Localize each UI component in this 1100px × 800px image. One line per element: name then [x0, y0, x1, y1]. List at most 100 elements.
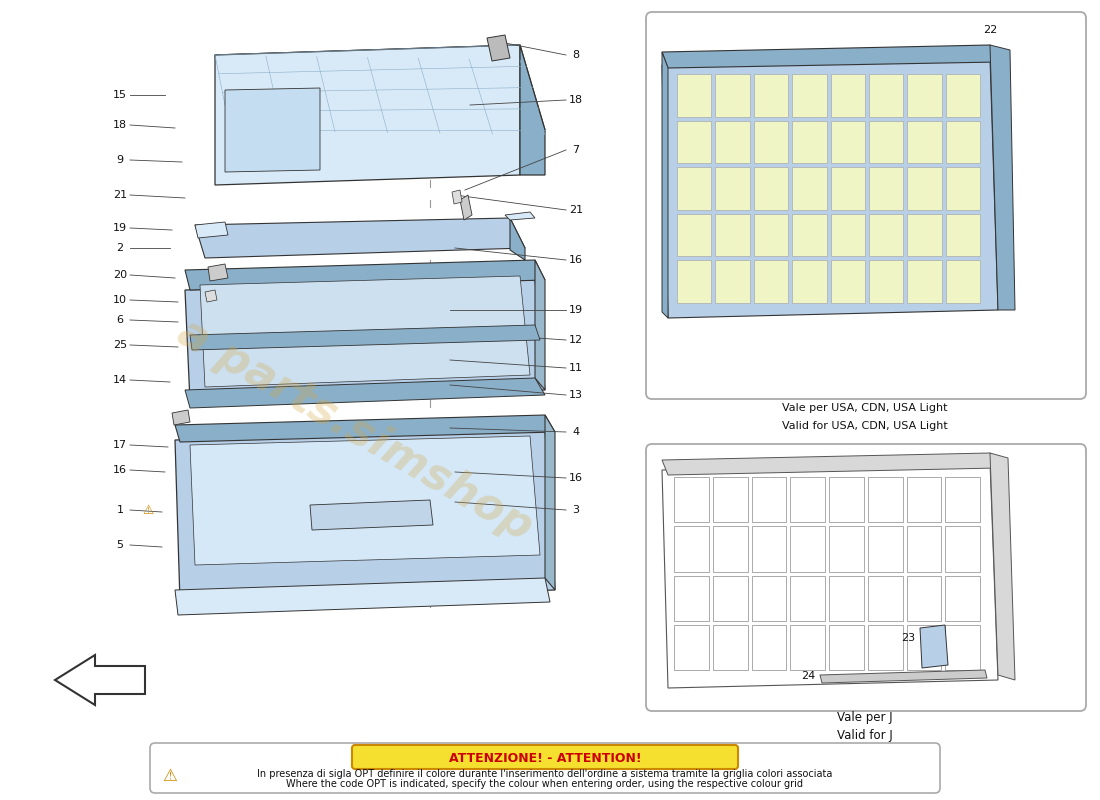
Polygon shape — [751, 526, 786, 571]
Text: 23: 23 — [901, 633, 915, 643]
Text: 7: 7 — [572, 145, 580, 155]
Polygon shape — [830, 121, 865, 163]
Polygon shape — [190, 436, 540, 565]
Text: Where the code OPT is indicated, specify the colour when entering order, using t: Where the code OPT is indicated, specify… — [286, 779, 803, 789]
Polygon shape — [520, 45, 544, 175]
Polygon shape — [945, 575, 980, 621]
Polygon shape — [310, 500, 433, 530]
Text: 6: 6 — [117, 315, 123, 325]
Polygon shape — [946, 214, 980, 257]
Polygon shape — [829, 575, 864, 621]
Polygon shape — [946, 74, 980, 117]
Polygon shape — [535, 260, 544, 390]
Polygon shape — [676, 214, 712, 257]
Polygon shape — [172, 410, 190, 425]
FancyBboxPatch shape — [352, 745, 738, 769]
Polygon shape — [754, 214, 788, 257]
Polygon shape — [190, 325, 540, 350]
Polygon shape — [829, 526, 864, 571]
Polygon shape — [945, 625, 980, 670]
Text: 10: 10 — [113, 295, 127, 305]
Text: ⚠: ⚠ — [142, 503, 154, 517]
Text: 25: 25 — [113, 340, 128, 350]
Text: 21: 21 — [113, 190, 128, 200]
Polygon shape — [676, 261, 712, 303]
Polygon shape — [674, 625, 708, 670]
Polygon shape — [715, 167, 750, 210]
Polygon shape — [790, 477, 825, 522]
Polygon shape — [906, 477, 942, 522]
Polygon shape — [713, 575, 748, 621]
Text: 3: 3 — [572, 505, 580, 515]
Text: 24: 24 — [801, 671, 815, 681]
Polygon shape — [662, 462, 998, 688]
FancyArrow shape — [55, 655, 145, 705]
Polygon shape — [715, 121, 750, 163]
FancyBboxPatch shape — [646, 12, 1086, 399]
Polygon shape — [868, 625, 902, 670]
Polygon shape — [906, 526, 942, 571]
Polygon shape — [195, 222, 228, 238]
Text: Valid for J: Valid for J — [837, 730, 893, 742]
Polygon shape — [946, 167, 980, 210]
Polygon shape — [205, 290, 217, 302]
Polygon shape — [460, 195, 472, 220]
Polygon shape — [662, 453, 998, 475]
Polygon shape — [195, 218, 525, 258]
Polygon shape — [868, 526, 902, 571]
Polygon shape — [869, 261, 903, 303]
Polygon shape — [830, 167, 865, 210]
Polygon shape — [510, 218, 525, 260]
Polygon shape — [662, 45, 998, 68]
Polygon shape — [945, 477, 980, 522]
Polygon shape — [676, 167, 712, 210]
Text: 9: 9 — [117, 155, 123, 165]
Polygon shape — [869, 214, 903, 257]
Polygon shape — [790, 526, 825, 571]
Polygon shape — [908, 121, 942, 163]
Polygon shape — [820, 670, 987, 683]
Text: 19: 19 — [569, 305, 583, 315]
Text: 18: 18 — [113, 120, 128, 130]
Text: 14: 14 — [113, 375, 128, 385]
Text: 16: 16 — [569, 473, 583, 483]
Polygon shape — [754, 121, 788, 163]
Text: 4: 4 — [572, 427, 580, 437]
Polygon shape — [906, 575, 942, 621]
Polygon shape — [754, 261, 788, 303]
Polygon shape — [214, 45, 544, 145]
Polygon shape — [713, 477, 748, 522]
Polygon shape — [715, 74, 750, 117]
Text: 13: 13 — [569, 390, 583, 400]
Text: Vale per J: Vale per J — [837, 711, 893, 725]
Polygon shape — [674, 477, 708, 522]
FancyBboxPatch shape — [150, 743, 940, 793]
Text: a parts.simshop: a parts.simshop — [169, 310, 540, 550]
Polygon shape — [830, 214, 865, 257]
Polygon shape — [713, 526, 748, 571]
Polygon shape — [829, 625, 864, 670]
Polygon shape — [674, 575, 708, 621]
Text: Vale per USA, CDN, USA Light: Vale per USA, CDN, USA Light — [782, 403, 948, 413]
Polygon shape — [869, 121, 903, 163]
Text: 15: 15 — [113, 90, 127, 100]
Polygon shape — [792, 167, 826, 210]
Text: 18: 18 — [569, 95, 583, 105]
Polygon shape — [908, 214, 942, 257]
Polygon shape — [792, 261, 826, 303]
Polygon shape — [868, 477, 902, 522]
Polygon shape — [990, 45, 1015, 310]
Polygon shape — [790, 575, 825, 621]
Polygon shape — [751, 477, 786, 522]
Polygon shape — [945, 526, 980, 571]
Polygon shape — [920, 625, 948, 668]
Polygon shape — [792, 74, 826, 117]
Polygon shape — [662, 52, 668, 318]
Polygon shape — [487, 35, 510, 61]
Text: ATTENZIONE! - ATTENTION!: ATTENZIONE! - ATTENTION! — [449, 751, 641, 765]
Polygon shape — [869, 167, 903, 210]
Text: Valid for USA, CDN, USA Light: Valid for USA, CDN, USA Light — [782, 421, 948, 431]
Text: 5: 5 — [117, 540, 123, 550]
Polygon shape — [908, 74, 942, 117]
Polygon shape — [715, 214, 750, 257]
